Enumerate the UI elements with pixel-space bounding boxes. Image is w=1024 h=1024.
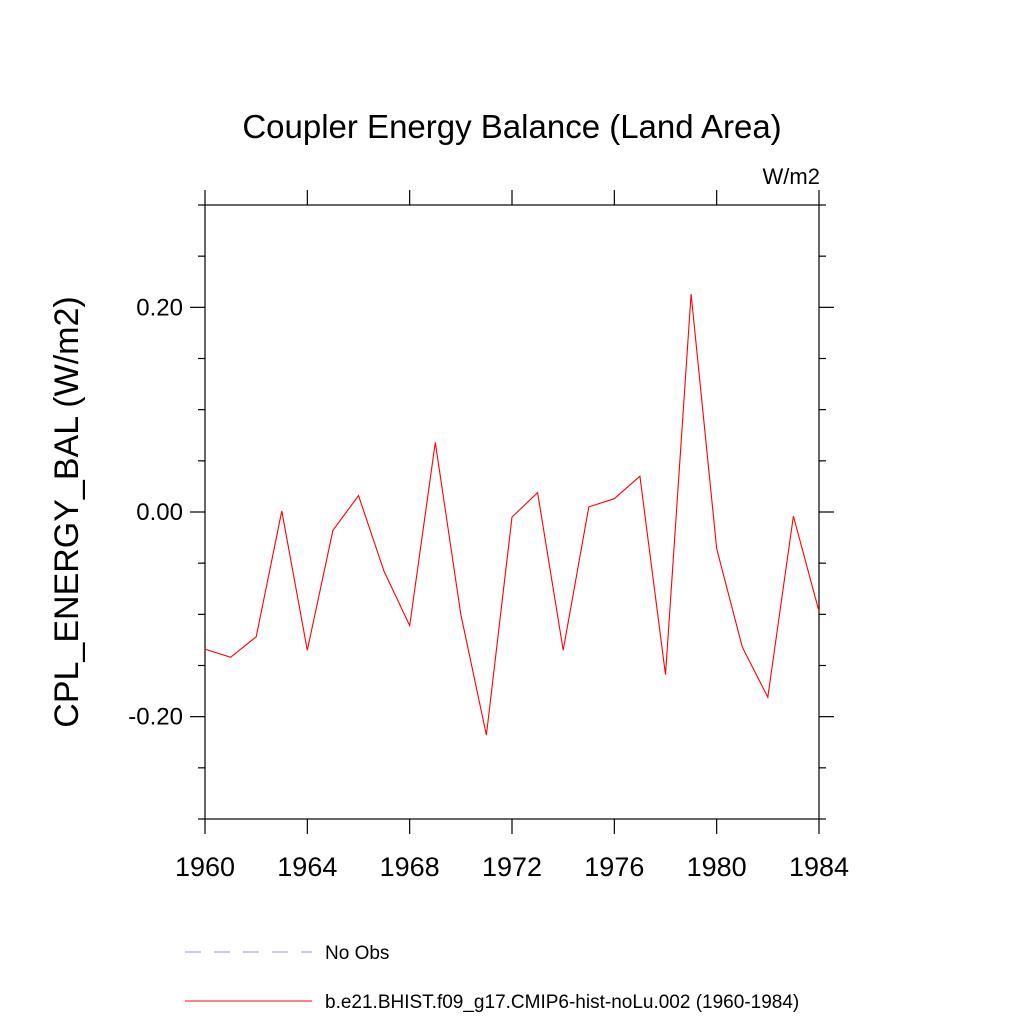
x-tick-label: 1960 [175,852,235,882]
legend: No Obs b.e21.BHIST.f09_g17.CMIP6-hist-noL… [185,943,799,1013]
x-tick-label: 1980 [687,852,747,882]
x-tick-labels: 1960 1964 1968 1972 1976 1980 1984 [175,852,849,882]
axis-ticks [190,190,834,834]
plot-frame [204,204,820,820]
series-group [204,293,820,736]
y-axis-label: CPL_ENERGY_BAL (W/m2) [48,296,86,727]
x-tick-label: 1964 [277,852,337,882]
x-tick-label: 1968 [380,852,440,882]
y-tick-label: -0.20 [128,704,183,731]
y-tick-labels: -0.20 0.00 0.20 [128,294,183,730]
chart-title: Coupler Energy Balance (Land Area) [242,108,781,145]
series-line [204,293,820,736]
legend-label: No Obs [325,943,389,964]
units-label: W/m2 [763,164,820,189]
x-tick-label: 1976 [584,852,644,882]
x-tick-label: 1984 [789,852,849,882]
y-tick-label: 0.00 [136,499,183,526]
y-tick-label: 0.20 [136,294,183,321]
legend-label: b.e21.BHIST.f09_g17.CMIP6-hist-noLu.002 … [325,992,799,1013]
x-tick-label: 1972 [482,852,542,882]
